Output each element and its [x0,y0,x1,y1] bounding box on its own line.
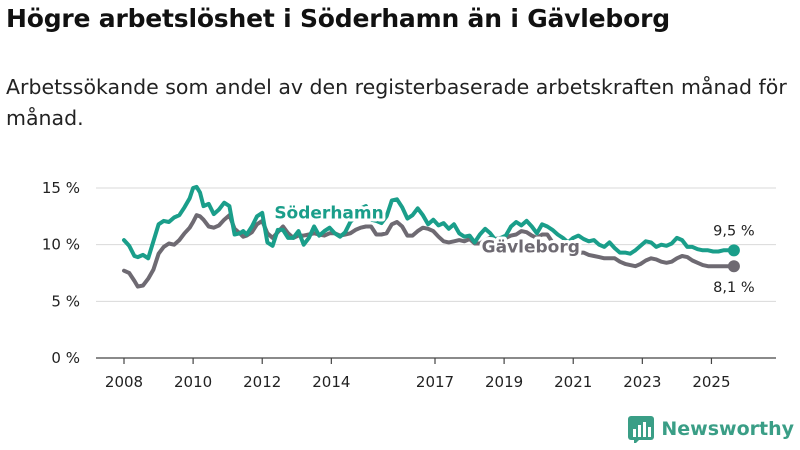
x-axis-ticks: 2008 2010 2012 2014 2017 2019 2021 2023 2025 [105,358,731,391]
series-label-gavleborg: Gävleborg [482,238,580,258]
end-label-soderhamn: 9,5 % [713,223,754,239]
y-tick-label: 0 % [51,349,80,367]
series-labels: Söderhamn Gävleborg 9,5 % 8,1 % [271,201,754,297]
series-line-soderhamn [122,184,736,261]
x-tick-label: 2023 [623,373,661,391]
x-tick-label: 2021 [554,373,592,391]
series-lines [122,184,740,289]
x-tick-label: 2008 [105,373,143,391]
y-axis-ticks: 0 % 5 % 10 % 15 % [42,179,80,367]
series-line-gavleborg [122,213,736,289]
newsworthy-logo: Newsworthy [627,414,794,444]
x-tick-label: 2012 [243,373,281,391]
y-tick-label: 15 % [42,179,80,197]
series-label-soderhamn: Söderhamn [274,204,383,224]
end-label-gavleborg: 8,1 % [713,280,754,296]
chart-title: Högre arbetslöshet i Söderhamn än i Gävl… [6,4,670,33]
x-tick-label: 2017 [416,373,454,391]
end-point-soderhamn [727,244,740,257]
chart-subtitle: Arbetssökande som andel av den registerb… [6,75,787,130]
x-tick-label: 2025 [692,373,730,391]
x-tick-label: 2019 [485,373,523,391]
gridlines [96,187,776,359]
newsworthy-brand-text: Newsworthy [661,418,794,440]
x-tick-label: 2014 [312,373,350,391]
y-tick-label: 5 % [51,292,80,310]
y-tick-label: 10 % [42,236,80,254]
newsworthy-logo-icon [628,416,655,443]
end-point-gavleborg [727,260,740,273]
x-tick-label: 2010 [174,373,212,391]
